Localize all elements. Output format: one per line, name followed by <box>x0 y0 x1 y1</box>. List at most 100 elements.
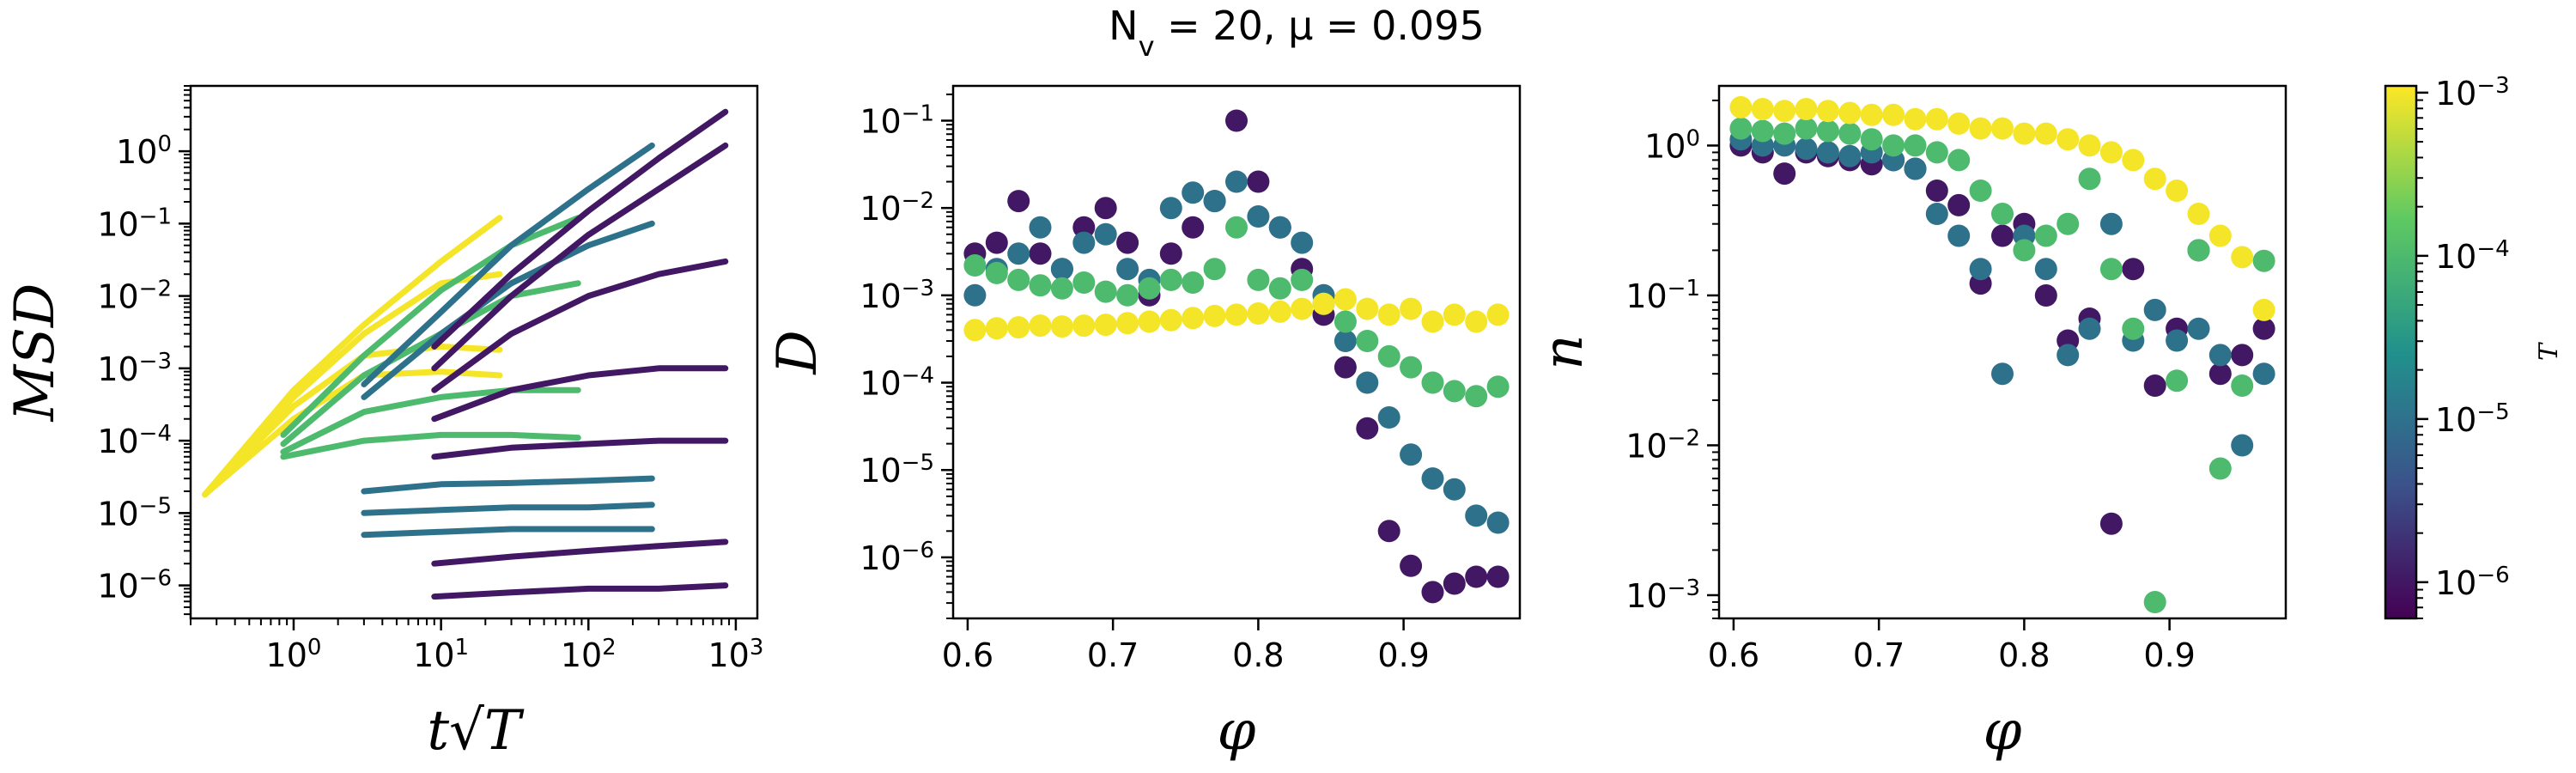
axes-frame <box>951 84 1522 620</box>
data-point <box>2122 317 2145 340</box>
msd-curve <box>361 475 655 495</box>
data-point <box>1268 300 1291 323</box>
msd-curve <box>280 431 581 460</box>
data-point <box>1029 274 1052 297</box>
data-point <box>1925 107 1948 131</box>
msd-curve <box>361 502 655 516</box>
data-point <box>1925 180 1948 202</box>
data-point <box>1751 98 1774 120</box>
data-point <box>2057 212 2080 235</box>
data-point <box>2013 239 2036 262</box>
y-tick-label: 10−1 <box>860 100 934 140</box>
data-point <box>1182 271 1205 294</box>
diffusion-panel: 0.6 0.7 0.8 0.9 10−6 10−5 10−4 10−3 10−2 10−1 φ D <box>766 84 1522 763</box>
data-point <box>2078 167 2101 191</box>
data-point <box>1838 101 1862 125</box>
data-point <box>1247 205 1270 228</box>
data-point <box>1159 197 1182 220</box>
data-point <box>1225 216 1248 239</box>
data-point <box>2078 134 2101 157</box>
data-point <box>1050 258 1073 281</box>
msd-curve <box>431 142 729 372</box>
data-point <box>1773 122 1796 145</box>
data-point <box>1969 180 1992 202</box>
x-tick-label: 0.6 <box>942 636 993 674</box>
data-point <box>1356 297 1379 320</box>
x-tick-label: 0.9 <box>2143 636 2195 674</box>
data-point <box>1356 371 1379 394</box>
data-point <box>2231 246 2254 269</box>
data-point <box>2231 344 2254 367</box>
x-tick-label: 103 <box>708 635 763 674</box>
msd-curve <box>280 215 581 438</box>
data-point <box>1312 292 1335 315</box>
data-point <box>2034 284 2057 307</box>
data-point <box>1486 375 1510 399</box>
data-point <box>1225 109 1248 132</box>
data-point <box>2034 122 2057 145</box>
x-tick-label: 0.8 <box>1232 636 1284 674</box>
y-tick-label: 10−4 <box>97 421 172 460</box>
data-point <box>1334 356 1357 379</box>
data-point <box>2252 249 2275 272</box>
data-point <box>2099 212 2123 235</box>
data-point <box>2034 224 2057 247</box>
data-point <box>2122 258 2145 281</box>
data-point <box>2057 128 2080 151</box>
data-point <box>1947 112 1971 135</box>
data-point <box>1007 268 1030 291</box>
data-point <box>1421 310 1444 333</box>
data-point <box>2099 512 2123 535</box>
data-point <box>1400 297 1423 320</box>
plot-area <box>963 109 1510 604</box>
data-point <box>1443 572 1466 595</box>
colorbar-tick-label: 10−6 <box>2435 563 2510 602</box>
x-tick-label: 102 <box>561 635 617 674</box>
data-point <box>2122 149 2145 172</box>
data-point <box>1116 231 1139 254</box>
data-point <box>2187 317 2210 340</box>
data-point <box>1050 315 1073 338</box>
data-point <box>1377 344 1400 368</box>
y-tick-label: 10−3 <box>97 349 172 388</box>
data-point <box>1050 277 1073 300</box>
data-point <box>2078 317 2101 340</box>
colorbar-tick-label: 10−4 <box>2435 236 2510 276</box>
y-axis-label: n <box>1532 334 1595 369</box>
data-point <box>2099 258 2123 281</box>
data-point <box>2057 344 2080 367</box>
data-point <box>1773 100 1796 123</box>
axes-frame <box>1717 84 2287 620</box>
data-point <box>1007 242 1030 265</box>
plot-area <box>202 108 729 600</box>
x-tick-label: 101 <box>413 635 469 674</box>
data-point <box>1795 117 1818 140</box>
data-point <box>1094 197 1117 220</box>
x-tick-label: 100 <box>266 635 322 674</box>
y-tick-label: 10−1 <box>97 204 172 243</box>
y-tick-label: 10−4 <box>860 363 934 403</box>
colorbar-tick-label: 10−5 <box>2435 399 2510 439</box>
data-point <box>1377 406 1400 429</box>
data-point <box>1400 443 1423 466</box>
axes-frame <box>189 84 759 620</box>
data-point <box>2252 298 2275 321</box>
data-point <box>1007 316 1030 339</box>
data-point <box>1991 224 2014 247</box>
data-point <box>1486 511 1510 534</box>
data-point <box>1182 216 1205 239</box>
data-point <box>1816 119 1839 143</box>
data-point <box>2252 317 2275 340</box>
msd-curve <box>280 386 581 455</box>
y-axis-label: D <box>766 330 829 374</box>
x-tick-label: 0.6 <box>1708 636 1759 674</box>
data-point <box>1421 581 1444 604</box>
data-point <box>963 254 987 277</box>
data-point <box>1904 134 1927 157</box>
x-axis-label: t√T <box>427 699 525 763</box>
data-point <box>1465 504 1488 527</box>
data-point <box>1838 144 1862 167</box>
msd-curve <box>361 220 655 400</box>
data-point <box>2187 239 2210 262</box>
data-point <box>2166 369 2189 393</box>
